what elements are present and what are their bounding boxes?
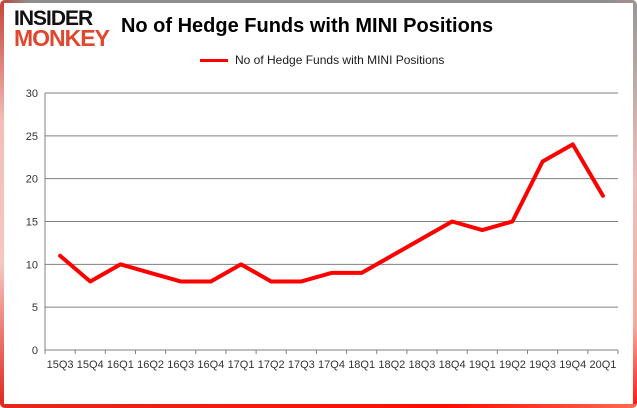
y-axis-label-20: 20	[26, 174, 38, 186]
line-chart: 0 5 10 15 20 25 30 15Q3 15Q4 16Q1 16Q2 16Q3 16Q4 17Q1…	[26, 88, 619, 371]
legend-label: No of Hedge Funds with MINI Positions	[235, 53, 445, 67]
x-axis-label-18Q4: 18Q4	[439, 359, 466, 371]
x-axis-label-16Q1: 16Q1	[107, 359, 134, 371]
legend-line-swatch	[200, 58, 228, 62]
x-axis-label-19Q3: 19Q3	[529, 359, 556, 371]
x-axis-label-15Q3: 15Q3	[47, 359, 74, 371]
x-axis-label-17Q1: 17Q1	[228, 359, 255, 371]
x-axis-label-19Q4: 19Q4	[559, 359, 586, 371]
frame-border-bottom	[0, 404, 637, 408]
x-axis-label-15Q4: 15Q4	[77, 359, 104, 371]
logo-insider-text: INSIDER	[14, 7, 93, 30]
frame-border-right	[633, 0, 637, 408]
x-axis-label-18Q3: 18Q3	[409, 359, 436, 371]
logo-monkey-text: MONKEY	[14, 25, 110, 51]
legend: No of Hedge Funds with MINI Positions	[200, 53, 444, 67]
x-axis-label-16Q2: 16Q2	[137, 359, 164, 371]
x-axis-label-16Q3: 16Q3	[167, 359, 194, 371]
series-line	[58, 142, 605, 284]
y-axis-label-5: 5	[32, 302, 38, 314]
x-axis-label-19Q2: 19Q2	[499, 359, 526, 371]
y-axis-label-30: 30	[26, 88, 38, 100]
x-axis-label-17Q4: 17Q4	[318, 359, 345, 371]
frame-border-left	[0, 0, 4, 408]
y-axis-label-15: 15	[26, 217, 38, 229]
x-axis-label-16Q4: 16Q4	[197, 359, 224, 371]
chart-title: No of Hedge Funds with MINI Positions	[120, 15, 494, 37]
header: INSIDER MONKEY No of Hedge Funds with MI…	[14, 8, 493, 50]
y-axis-label-25: 25	[26, 131, 38, 143]
frame-border-top	[0, 0, 637, 3]
x-axis-label-18Q2: 18Q2	[378, 359, 405, 371]
x-axis-label-19Q1: 19Q1	[469, 359, 496, 371]
insider-monkey-logo: INSIDER MONKEY	[14, 7, 110, 51]
y-axis-label-0: 0	[32, 345, 38, 357]
x-axis-label-17Q2: 17Q2	[258, 359, 285, 371]
x-axis-label-20Q1: 20Q1	[589, 359, 616, 371]
x-axis-label-18Q1: 18Q1	[348, 359, 375, 371]
x-axis-label-17Q3: 17Q3	[288, 359, 315, 371]
y-axis-label-10: 10	[26, 259, 38, 271]
